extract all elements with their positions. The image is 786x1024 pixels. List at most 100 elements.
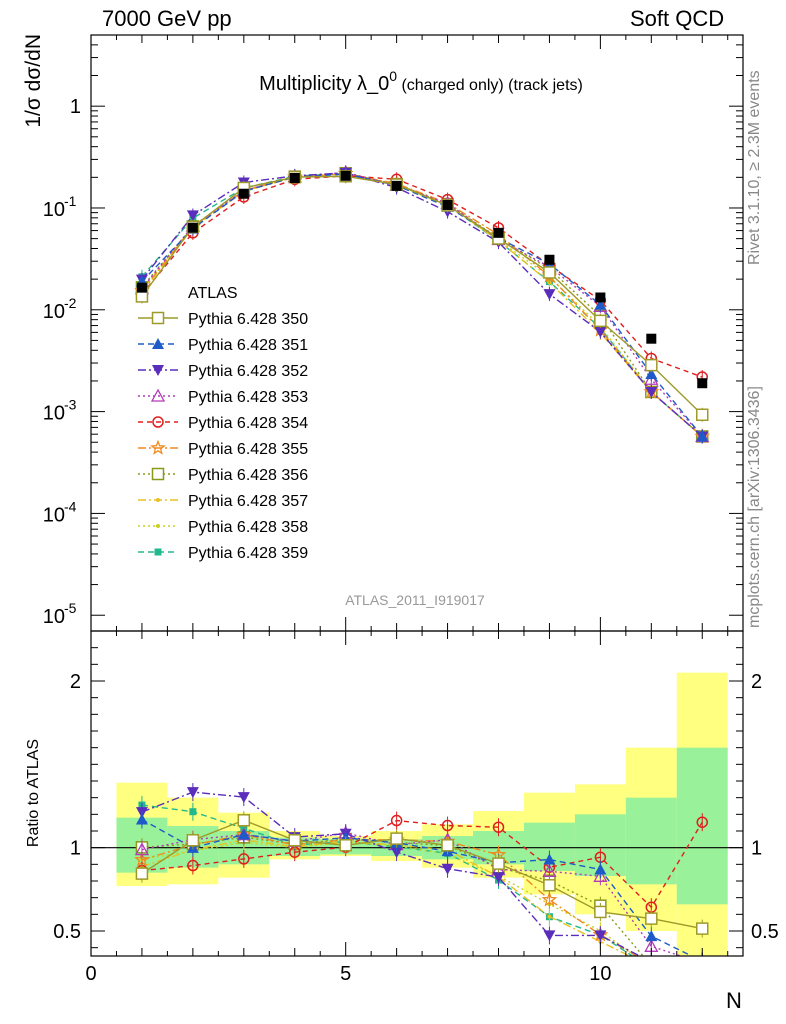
analysis-tag: ATLAS_2011_I919017 bbox=[345, 592, 485, 608]
legend-marker bbox=[156, 498, 160, 502]
y-tick-exponent: -3 bbox=[64, 397, 77, 413]
series-line-ratio bbox=[141, 818, 694, 956]
series-line-main bbox=[141, 172, 703, 437]
y-tick-label: 10 bbox=[43, 504, 65, 526]
series-point-ratio bbox=[700, 965, 704, 969]
x-tick-label: 5 bbox=[340, 963, 351, 985]
series-line-ratio bbox=[141, 819, 703, 909]
series-point-ratio bbox=[696, 922, 709, 935]
series-point-ratio bbox=[701, 955, 703, 956]
series-point-ratio bbox=[594, 905, 607, 919]
ratio-tick-label-left: 0.5 bbox=[53, 921, 81, 943]
legend-marker bbox=[151, 311, 165, 325]
series-point-ratio bbox=[492, 821, 505, 833]
series-point-main bbox=[645, 368, 658, 380]
atlas-data-point bbox=[442, 199, 453, 210]
series-point-main bbox=[594, 298, 607, 310]
series-point-ratio bbox=[237, 814, 251, 827]
series-point-ratio bbox=[696, 958, 708, 970]
series-point-ratio bbox=[593, 868, 608, 882]
legend-marker bbox=[150, 388, 166, 402]
y-tick-exponent: -1 bbox=[64, 193, 77, 209]
series-point-main bbox=[594, 326, 607, 338]
legend-marker bbox=[152, 416, 164, 428]
header-left-label: 7000 GeV pp bbox=[102, 6, 232, 31]
series-point-ratio bbox=[135, 813, 148, 825]
legend-label: Pythia 6.428 350 bbox=[188, 311, 308, 328]
legend-marker bbox=[156, 524, 160, 528]
series-point-ratio bbox=[702, 955, 703, 956]
atlas-data-point bbox=[238, 188, 249, 199]
legend-marker bbox=[154, 548, 162, 556]
chart-title: Multiplicity λ_00 (charged only) (track … bbox=[259, 68, 583, 95]
series-point-ratio bbox=[189, 808, 197, 816]
legend-label: Pythia 6.428 352 bbox=[188, 363, 308, 380]
x-tick-label: 10 bbox=[589, 963, 611, 985]
series-point-ratio bbox=[699, 965, 706, 972]
series-point-ratio bbox=[594, 863, 607, 875]
series-point-ratio bbox=[187, 859, 199, 872]
series-point-main bbox=[543, 289, 556, 301]
series-point-ratio bbox=[543, 930, 556, 942]
series-point-ratio bbox=[543, 853, 556, 865]
series-point-ratio bbox=[696, 957, 708, 968]
series-point-ratio bbox=[186, 834, 200, 847]
y-tick-label: 10 bbox=[43, 606, 65, 628]
y-tick-exponent: -5 bbox=[64, 600, 77, 616]
ratio-inner-band-bin bbox=[625, 797, 677, 885]
ratio-tick-label-left: 1 bbox=[70, 838, 81, 860]
series-point-ratio bbox=[645, 930, 658, 942]
series-point-ratio bbox=[594, 930, 607, 942]
main-panel-series bbox=[134, 165, 711, 444]
series-point-ratio bbox=[288, 834, 301, 847]
legend-label: Pythia 6.428 353 bbox=[188, 389, 308, 406]
y-tick-label: 10 bbox=[43, 199, 65, 221]
atlas-data-point bbox=[391, 180, 402, 191]
axis-ticks bbox=[90, 34, 743, 956]
series-point-ratio bbox=[645, 957, 657, 968]
series-point-main bbox=[594, 314, 607, 328]
legend-marker bbox=[151, 467, 165, 481]
atlas-data-point bbox=[340, 170, 351, 181]
legend-label: Pythia 6.428 358 bbox=[188, 519, 308, 536]
series-point-ratio bbox=[441, 819, 454, 832]
series-line-main bbox=[141, 172, 703, 437]
series-line-ratio bbox=[141, 791, 642, 956]
series-point-ratio bbox=[646, 960, 657, 971]
ratio-tick-label-right: 0.5 bbox=[751, 921, 779, 943]
series-point-ratio bbox=[696, 816, 708, 828]
series-point-ratio bbox=[649, 965, 653, 969]
series-point-ratio bbox=[339, 839, 352, 852]
series-point-main bbox=[645, 358, 658, 372]
series-point-ratio bbox=[134, 842, 150, 856]
series-point-main bbox=[696, 408, 709, 422]
y-tick-exponent: -2 bbox=[64, 295, 77, 311]
series-point-ratio bbox=[390, 832, 403, 845]
series-point-ratio bbox=[237, 828, 250, 840]
legend-marker bbox=[150, 439, 166, 455]
series-line-main bbox=[141, 175, 703, 378]
legend-label: Pythia 6.428 354 bbox=[188, 415, 308, 432]
series-point-ratio bbox=[441, 839, 454, 852]
x-axis-label: N bbox=[726, 988, 742, 1013]
legend-label: Pythia 6.428 357 bbox=[188, 493, 308, 510]
ratio-tick-label-right: 2 bbox=[751, 671, 762, 693]
series-point-ratio bbox=[135, 867, 149, 880]
series-point-ratio bbox=[649, 965, 653, 969]
series-point-ratio bbox=[492, 857, 505, 870]
series-point-main bbox=[645, 386, 658, 398]
legend-label: Pythia 6.428 356 bbox=[188, 467, 308, 484]
series-point-ratio bbox=[541, 891, 558, 907]
legend-marker bbox=[152, 338, 164, 349]
legend-label: Pythia 6.428 351 bbox=[188, 337, 308, 354]
atlas-data-point bbox=[136, 282, 147, 293]
axes-frames bbox=[90, 34, 744, 957]
atlas-data-point bbox=[595, 292, 606, 303]
series-point-ratio bbox=[390, 847, 403, 859]
header-right-label: Soft QCD bbox=[630, 6, 725, 31]
series-line-main bbox=[141, 173, 703, 437]
atlas-data-point bbox=[187, 222, 198, 233]
series-point-ratio bbox=[645, 958, 657, 970]
ratio-axis-label: Ratio to ATLAS bbox=[25, 739, 42, 847]
y-axis-label: 1/σ dσ/dN bbox=[22, 34, 45, 128]
